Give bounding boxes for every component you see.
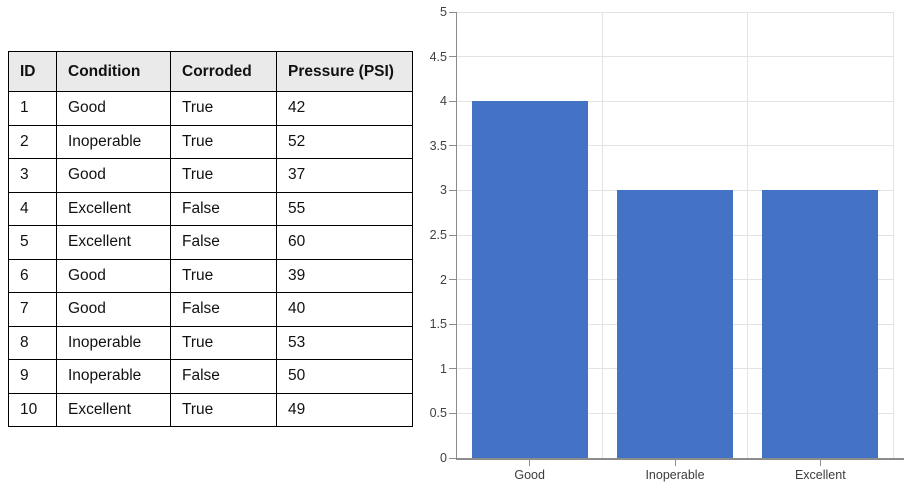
- table-cell: Inoperable: [56, 124, 171, 159]
- v-gridline: [892, 12, 894, 458]
- h-gridline: [457, 100, 893, 102]
- x-axis-label: Inoperable: [645, 468, 705, 482]
- y-axis-label: 1.5: [429, 317, 447, 332]
- table-cell: Excellent: [56, 392, 171, 427]
- y-axis-tick: [449, 11, 456, 13]
- y-axis-label: 0.5: [429, 406, 447, 421]
- y-axis-tick: [449, 100, 456, 102]
- table-cell: True: [170, 124, 277, 159]
- chart-bar: [616, 190, 734, 458]
- y-axis-tick: [449, 145, 456, 147]
- h-gridline: [457, 11, 893, 13]
- x-axis-tick: [674, 460, 676, 466]
- v-gridline: [601, 12, 603, 458]
- table-cell: 53: [276, 325, 413, 360]
- v-gridline: [747, 12, 749, 458]
- y-axis-tick: [449, 323, 456, 325]
- table-row: 3 Good True 37: [8, 158, 413, 193]
- y-axis-label: 5: [440, 5, 447, 19]
- chart-bar: [471, 101, 588, 458]
- table-cell: Good: [56, 158, 171, 193]
- x-axis-tick: [529, 460, 531, 466]
- table-row: 1 Good True 42: [8, 91, 413, 126]
- y-axis-tick: [449, 189, 456, 191]
- chart-bar: [762, 190, 879, 458]
- table-row: 9 Inoperable False 50: [8, 359, 413, 394]
- table-cell: True: [170, 258, 277, 293]
- y-axis-label: 3.5: [429, 138, 447, 153]
- table-cell: 60: [276, 225, 413, 260]
- table-cell: Inoperable: [56, 325, 171, 360]
- table-cell: 9: [8, 359, 57, 394]
- table-cell: Good: [56, 292, 171, 327]
- table-cell: True: [170, 158, 277, 193]
- y-axis-tick: [449, 234, 456, 236]
- table-cell: True: [170, 91, 277, 126]
- table-cell: 39: [276, 258, 413, 293]
- h-gridline: [457, 145, 893, 147]
- table-row: 10 Excellent True 49: [8, 392, 413, 427]
- table-cell: Excellent: [56, 225, 171, 260]
- table-row: 4 Excellent False 55: [8, 191, 413, 226]
- data-table: ID Condition Corroded Pressure (PSI) 1 Go…: [8, 51, 413, 427]
- header-cell-pressure: Pressure (PSI): [276, 51, 413, 92]
- table-cell: 8: [8, 325, 57, 360]
- table-cell: Inoperable: [56, 359, 171, 394]
- table-row: 8 Inoperable True 53: [8, 325, 413, 360]
- table-cell: True: [170, 325, 277, 360]
- table-cell: False: [170, 359, 277, 394]
- y-axis-label: 4: [440, 94, 447, 109]
- x-axis-label: Excellent: [794, 468, 846, 482]
- table-body: 1 Good True 42 2 Inoperable True 52 3 Good True 37 4…: [8, 91, 413, 427]
- x-axis-tick: [819, 460, 821, 466]
- h-gridline: [457, 56, 893, 58]
- table-cell: 1: [8, 91, 57, 126]
- table-cell: Excellent: [56, 191, 171, 226]
- x-axis-line: [455, 458, 904, 460]
- y-axis-label: 2.5: [429, 228, 447, 242]
- table-cell: 52: [276, 124, 413, 159]
- y-axis-label: 1: [440, 361, 447, 376]
- y-axis-line: [455, 12, 457, 458]
- table-row: 5 Excellent False 60: [8, 225, 413, 260]
- table-cell: Good: [56, 91, 171, 126]
- y-axis-tick: [449, 56, 456, 58]
- table-cell: False: [170, 292, 277, 327]
- header-cell-id: ID: [8, 51, 57, 92]
- y-axis-label: 3: [440, 183, 447, 198]
- table-cell: 55: [276, 191, 413, 226]
- table-cell: False: [170, 191, 277, 226]
- y-axis-label: 0: [440, 451, 447, 465]
- y-axis-tick: [449, 412, 456, 414]
- table-cell: 49: [276, 392, 413, 427]
- table-head: ID Condition Corroded Pressure (PSI): [8, 51, 413, 92]
- y-axis-tick: [449, 279, 456, 281]
- x-axis-label: Good: [514, 468, 545, 482]
- table-cell: 10: [8, 392, 57, 427]
- table-header-row: ID Condition Corroded Pressure (PSI): [8, 51, 413, 92]
- table-cell: 37: [276, 158, 413, 193]
- y-axis-tick: [449, 457, 456, 459]
- header-cell-corroded: Corroded: [170, 51, 277, 92]
- table-row: 6 Good True 39: [8, 258, 413, 293]
- table-cell: 3: [8, 158, 57, 193]
- y-axis-label: 4.5: [429, 49, 447, 64]
- table-cell: 42: [276, 91, 413, 126]
- table-cell: 5: [8, 225, 57, 260]
- table-cell: False: [170, 225, 277, 260]
- y-axis-tick: [449, 368, 456, 370]
- y-axis-label: 2: [440, 272, 447, 287]
